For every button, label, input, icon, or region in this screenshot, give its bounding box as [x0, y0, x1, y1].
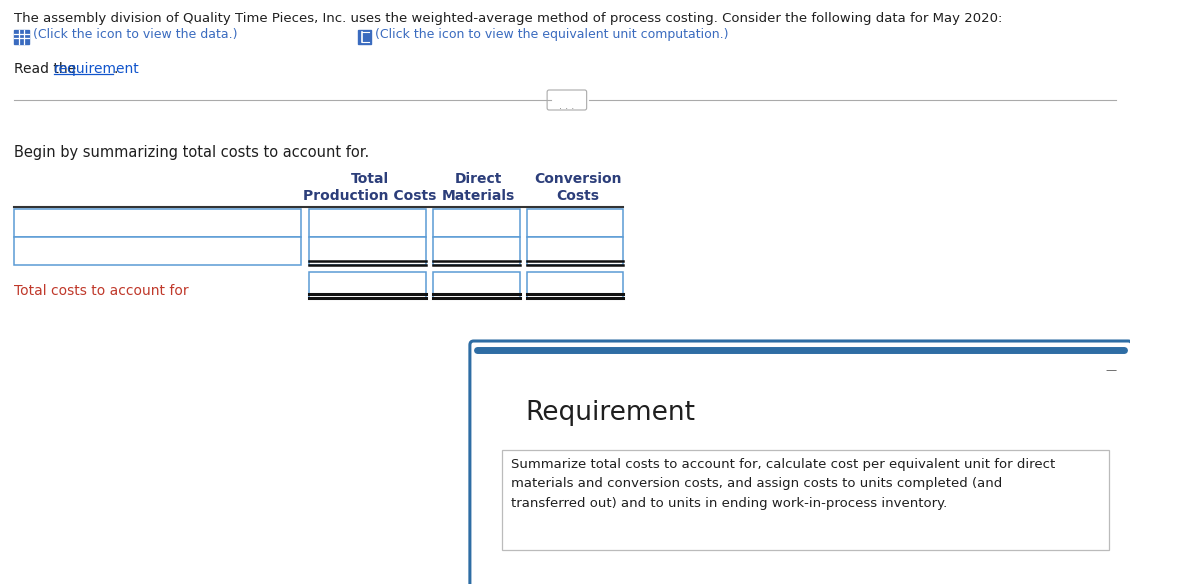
FancyBboxPatch shape	[470, 341, 1132, 584]
Bar	[14, 209, 301, 237]
Text: —: —	[1105, 365, 1117, 375]
Text: (Click the icon to view the data.): (Click the icon to view the data.)	[32, 28, 238, 41]
Text: .: .	[114, 62, 119, 76]
Bar	[433, 237, 520, 265]
Bar	[502, 450, 1109, 550]
Text: Materials: Materials	[442, 189, 515, 203]
Text: . . .: . . .	[559, 101, 575, 111]
FancyBboxPatch shape	[358, 30, 371, 44]
Bar	[308, 209, 426, 237]
FancyBboxPatch shape	[547, 90, 587, 110]
Text: Summarize total costs to account for, calculate cost per equivalent unit for dir: Summarize total costs to account for, ca…	[511, 458, 1056, 510]
Text: requirement: requirement	[54, 62, 139, 76]
Text: The assembly division of Quality Time Pieces, Inc. uses the weighted-average met: The assembly division of Quality Time Pi…	[14, 12, 1002, 25]
Text: Total costs to account for: Total costs to account for	[14, 284, 188, 298]
Text: Total: Total	[352, 172, 389, 186]
FancyBboxPatch shape	[14, 30, 29, 44]
Bar	[308, 237, 426, 265]
Bar	[527, 272, 623, 298]
Text: Direct: Direct	[455, 172, 502, 186]
Bar	[14, 237, 301, 265]
Text: Conversion: Conversion	[534, 172, 622, 186]
Bar	[433, 209, 520, 237]
Text: Read the: Read the	[14, 62, 80, 76]
Text: Costs: Costs	[557, 189, 600, 203]
Text: (Click the icon to view the equivalent unit computation.): (Click the icon to view the equivalent u…	[374, 28, 728, 41]
Text: Production Costs: Production Costs	[304, 189, 437, 203]
Text: Requirement: Requirement	[526, 400, 696, 426]
Bar	[433, 272, 520, 298]
Bar	[527, 237, 623, 265]
Bar	[527, 209, 623, 237]
Bar	[308, 272, 426, 298]
Text: Begin by summarizing total costs to account for.: Begin by summarizing total costs to acco…	[14, 145, 370, 160]
